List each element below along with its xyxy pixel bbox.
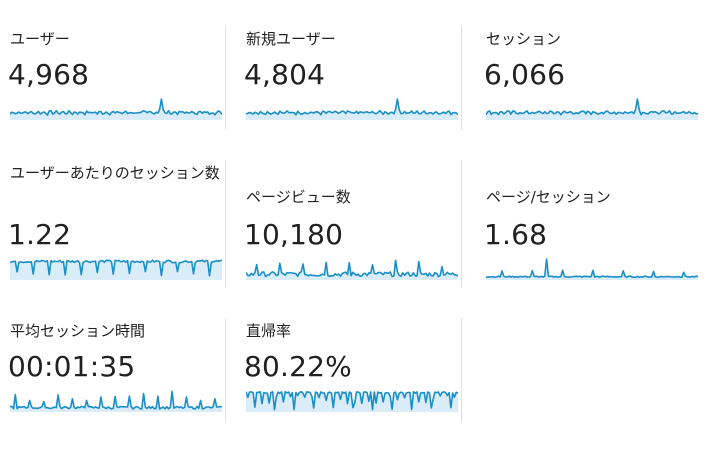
card-divider — [225, 318, 226, 422]
metric-label: ユーザー — [10, 30, 70, 48]
card-divider — [225, 160, 226, 288]
sparkline — [10, 388, 222, 412]
sparkline-svg — [10, 259, 222, 280]
metric-value: 00:01:35 — [8, 350, 136, 383]
sparkline-line — [10, 390, 222, 410]
sparkline-svg — [246, 390, 458, 412]
metric-card-sessions[interactable]: セッション 6,066 — [476, 26, 702, 130]
sparkline-svg — [246, 98, 458, 120]
sparkline-svg — [10, 98, 222, 120]
sparkline-area — [10, 99, 222, 120]
metric-card-bounce-rate[interactable]: 直帰率 80.22% — [236, 318, 462, 422]
card-divider — [461, 160, 462, 288]
metric-label: ユーザーあたりのセッション数 — [10, 164, 220, 182]
sparkline — [246, 388, 458, 412]
metric-value: 10,180 — [244, 218, 344, 251]
metric-label: ページビュー数 — [246, 188, 351, 206]
metric-value: 80.22% — [244, 350, 352, 383]
metric-card-pageviews[interactable]: ページビュー数 10,180 — [236, 160, 462, 288]
metric-label: 平均セッション時間 — [10, 322, 146, 340]
sparkline — [10, 256, 222, 280]
sparkline-svg — [486, 98, 698, 120]
card-divider — [461, 318, 462, 422]
sparkline-area — [10, 260, 222, 280]
metric-label: 新規ユーザー — [246, 30, 336, 48]
metric-label: セッション — [486, 30, 562, 48]
metric-label: 直帰率 — [246, 322, 292, 340]
sparkline — [486, 256, 698, 280]
metric-value: 1.22 — [8, 218, 72, 251]
card-divider — [461, 26, 462, 130]
metric-card-avg-session-duration[interactable]: 平均セッション時間 00:01:35 — [0, 318, 226, 422]
sparkline-area — [246, 260, 458, 280]
sparkline-svg — [486, 258, 698, 280]
sparkline-area — [10, 391, 222, 412]
metric-card-users[interactable]: ユーザー 4,968 — [0, 26, 226, 130]
card-divider — [225, 26, 226, 130]
sparkline-area — [246, 99, 458, 120]
metric-value: 1.68 — [484, 218, 548, 251]
metric-label: ページ/セッション — [486, 188, 611, 206]
sparkline-line — [486, 258, 698, 279]
sparkline — [10, 96, 222, 120]
sparkline-line — [10, 98, 222, 116]
sparkline — [486, 96, 698, 120]
metric-value: 4,804 — [244, 58, 326, 91]
sparkline — [246, 256, 458, 280]
sparkline-line — [10, 259, 222, 277]
sparkline-line — [486, 98, 698, 116]
metric-card-new-users[interactable]: 新規ユーザー 4,804 — [236, 26, 462, 130]
sparkline-area — [486, 99, 698, 120]
metric-card-sessions-per-user[interactable]: ユーザーあたりのセッション数 1.22 — [0, 160, 226, 288]
sparkline-line — [246, 98, 458, 116]
metric-card-pages-per-session[interactable]: ページ/セッション 1.68 — [476, 160, 702, 288]
sparkline-svg — [246, 259, 458, 280]
sparkline — [246, 96, 458, 120]
sparkline-line — [246, 259, 458, 278]
metric-value: 4,968 — [8, 58, 90, 91]
metric-value: 6,066 — [484, 58, 566, 91]
sparkline-line — [246, 390, 458, 411]
sparkline-svg — [10, 390, 222, 412]
